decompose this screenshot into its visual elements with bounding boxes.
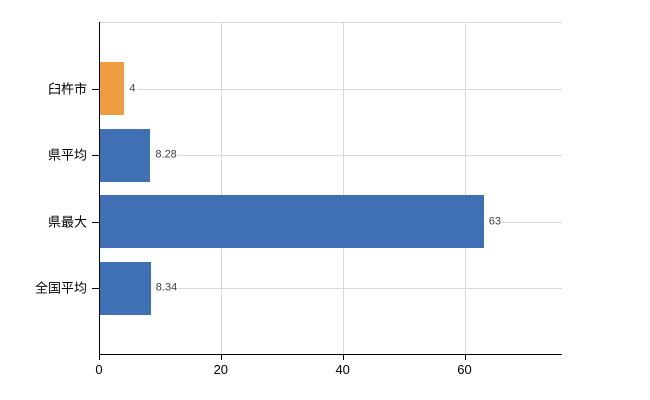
category-label: 臼杵市 <box>47 81 87 96</box>
y-axis-tick <box>92 221 99 223</box>
horizontal-gridline <box>99 288 562 289</box>
x-tick-label: 0 <box>95 362 103 377</box>
vertical-gridline <box>342 22 344 354</box>
bar-3 <box>100 195 484 248</box>
category-label: 全国平均 <box>34 280 87 296</box>
y-axis-tick <box>92 88 99 90</box>
bar-2 <box>100 128 151 182</box>
bar-1 <box>100 62 125 115</box>
x-axis-tick <box>464 355 466 360</box>
horizontal-gridline <box>99 155 562 156</box>
category-label: 県最大 <box>47 214 87 229</box>
x-tick-label: 20 <box>213 362 229 377</box>
y-axis-tick <box>92 155 99 156</box>
x-axis-tick <box>342 355 344 360</box>
value-label: 8.28 <box>150 148 178 162</box>
vertical-gridline <box>464 22 466 354</box>
category-label: 県平均 <box>47 147 87 163</box>
value-label: 63 <box>483 215 503 228</box>
value-label: 8.34 <box>150 281 179 295</box>
x-tick-label: 40 <box>335 362 350 377</box>
x-axis-tick <box>99 355 100 360</box>
plot-top-border <box>99 22 562 23</box>
y-axis-line <box>99 22 100 355</box>
value-label: 4 <box>124 82 137 95</box>
y-axis-tick <box>92 288 99 289</box>
bar-4 <box>100 261 151 315</box>
x-tick-label: 60 <box>457 362 472 377</box>
horizontal-gridline <box>99 88 562 90</box>
vertical-gridline <box>220 22 222 354</box>
x-axis-line <box>99 354 562 355</box>
x-axis-tick <box>220 355 222 360</box>
